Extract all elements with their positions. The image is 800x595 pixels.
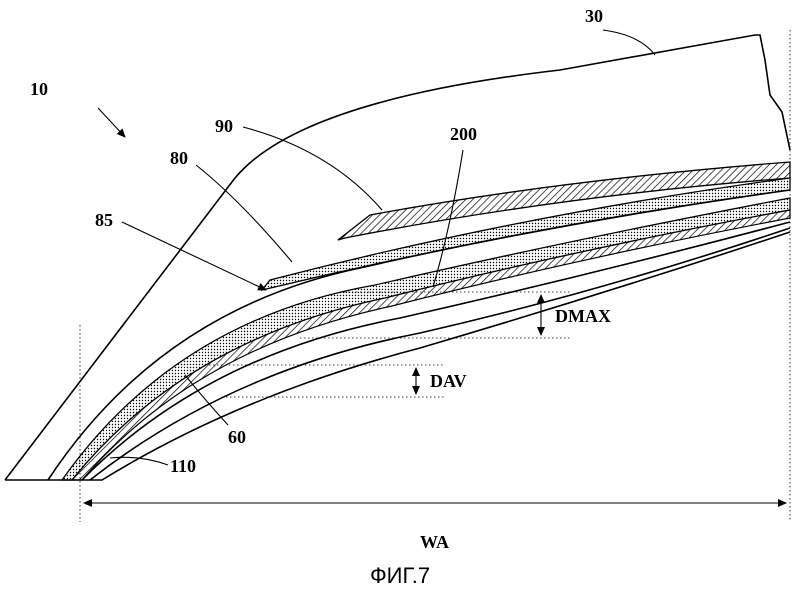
leader-200 bbox=[432, 149, 464, 288]
label-dav: DAV bbox=[430, 371, 467, 391]
label-85: 85 bbox=[95, 210, 113, 230]
arrow-10 bbox=[97, 107, 126, 138]
drawing bbox=[4, 29, 791, 522]
label-60: 60 bbox=[228, 427, 246, 447]
label-200: 200 bbox=[450, 124, 477, 144]
layer-110-a bbox=[81, 221, 791, 481]
label-30: 30 bbox=[585, 6, 603, 26]
arrow-85 bbox=[121, 221, 267, 291]
tire-outline bbox=[4, 34, 791, 481]
layer-outer bbox=[47, 189, 791, 481]
label-10: 10 bbox=[30, 79, 48, 99]
label-dmax: DMAX bbox=[555, 306, 611, 326]
label-110: 110 bbox=[170, 456, 196, 476]
label-wa: WA bbox=[420, 532, 449, 552]
caption: ФИГ.7 bbox=[370, 563, 430, 588]
label-90: 90 bbox=[215, 116, 233, 136]
layer-60 bbox=[60, 197, 791, 481]
leader-110 bbox=[109, 456, 169, 466]
leader-30 bbox=[602, 29, 656, 56]
layer-110-b bbox=[89, 227, 791, 481]
leader-90 bbox=[242, 126, 383, 211]
leader-60 bbox=[184, 374, 229, 426]
leader-80 bbox=[195, 164, 293, 263]
layer-110-c bbox=[62, 231, 791, 481]
label-80: 80 bbox=[170, 148, 188, 168]
